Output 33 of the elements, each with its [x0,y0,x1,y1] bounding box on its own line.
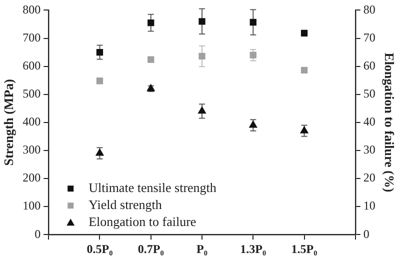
point [300,66,308,74]
y-tick-label: 0 [34,226,41,241]
y-tick-label: 600 [22,58,41,72]
y2-tick-label: 70 [363,30,376,44]
point [96,78,104,84]
y2-tick-label: 60 [363,58,376,72]
legend-label: Yield strength [88,197,162,212]
y2-tick-label: 20 [363,170,376,185]
x-tick-label: 0.5P₀ [86,242,114,256]
y-tick-label: 700 [22,30,41,44]
y-tick-label: 800 [22,2,41,16]
point [198,52,206,60]
y2-axis-title: Elongation to failure (%) [382,52,397,192]
y-tick-label: 200 [22,170,41,185]
y2-tick-label: 80 [363,2,376,16]
y-tick-label: 100 [22,198,41,213]
y2-tick-label: 30 [363,142,376,157]
point [198,18,206,25]
x-tick-label: 0.7P₀ [138,242,164,256]
point [148,56,154,63]
y2-tick-label: 50 [363,86,376,101]
y-tick-label: 500 [22,86,41,101]
x-tick-label: P₀ [196,242,208,256]
y2-tick-label: 40 [363,114,376,129]
y2-tick-label: 10 [363,198,376,213]
x-tick-label: 1.3P₀ [240,242,266,256]
legend-label: Elongation to failure [88,214,196,230]
legend-label: Ultimate tensile strength [88,180,217,196]
y-tick-label: 300 [22,142,41,157]
y2-tick-label: 0 [363,226,370,241]
y-tick-label: 400 [22,114,41,129]
x-tick-label: 1.5P₀ [291,242,318,256]
y-axis-title: Strength (MPa) [1,79,16,166]
